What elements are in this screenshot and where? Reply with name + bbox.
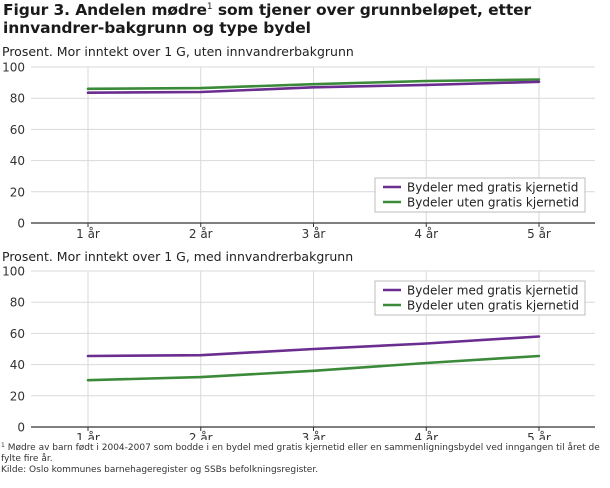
x-tick-label: 4 år: [414, 431, 438, 440]
y-tick-label: 80: [10, 92, 25, 106]
series-line-uten-gratis-kjernetid: [86, 78, 541, 91]
charts-canvas: Prosent. Mor inntekt over 1 G, uten innv…: [2, 44, 595, 440]
x-tick-label: 2 år: [189, 227, 213, 241]
x-tick-label: 1 år: [76, 227, 100, 241]
x-tick-label: 3 år: [302, 227, 326, 241]
y-tick-label: 40: [10, 358, 25, 372]
legend-label: Bydeler uten gratis kjernetid: [407, 195, 579, 209]
chart-title: Prosent. Mor inntekt over 1 G, uten innv…: [2, 44, 354, 59]
x-tick-label: 5 år: [527, 431, 551, 440]
figure-title-rest: som tjener over grunnbeløpet, etter innv…: [3, 1, 532, 37]
footnote-note: 1 Mødre av barn født i 2004-2007 som bod…: [1, 443, 605, 465]
y-tick-label: 80: [10, 296, 25, 310]
y-tick-label: 20: [10, 389, 25, 403]
x-tick-label: 5 år: [527, 227, 551, 241]
series-line-uten-gratis-kjernetid: [86, 354, 541, 382]
y-tick-label: 0: [17, 421, 25, 435]
y-tick-label: 40: [10, 154, 25, 168]
source-note: Kilde: Oslo kommunes barnehageregister o…: [1, 465, 319, 475]
chart-title: Prosent. Mor inntekt over 1 G, med innva…: [2, 249, 353, 264]
series-line-med-gratis-kjernetid: [86, 80, 541, 94]
footnote-marker: 1: [206, 2, 213, 12]
chart-panel-1: Prosent. Mor inntekt over 1 G, uten innv…: [2, 44, 595, 241]
y-tick-label: 100: [2, 61, 25, 75]
series-line-med-gratis-kjernetid: [86, 335, 541, 358]
legend-box: [374, 280, 586, 316]
y-tick-label: 60: [10, 327, 25, 341]
x-tick-label: 3 år: [302, 431, 326, 440]
footnote-note-text: Mødre av barn født i 2004-2007 som bodde…: [1, 443, 600, 464]
figure-title: Figur 3. Andelen mødre1 som tjener over …: [3, 1, 607, 37]
legend-label: Bydeler med gratis kjernetid: [407, 283, 578, 297]
y-tick-label: 100: [2, 265, 25, 279]
y-tick-label: 20: [10, 185, 25, 199]
footnote-note-marker: 1: [1, 442, 5, 449]
x-tick-label: 4 år: [414, 227, 438, 241]
legend-box: [374, 177, 586, 213]
chart-panel-2: Prosent. Mor inntekt over 1 G, med innva…: [2, 249, 595, 440]
legend-label: Bydeler uten gratis kjernetid: [407, 298, 579, 312]
y-tick-label: 60: [10, 123, 25, 137]
x-tick-label: 1 år: [76, 431, 100, 440]
legend-label: Bydeler med gratis kjernetid: [407, 180, 578, 194]
y-tick-label: 0: [17, 217, 25, 231]
figure-title-main: Figur 3. Andelen mødre: [3, 1, 207, 19]
x-tick-label: 2 år: [189, 431, 213, 440]
footnote: 1 Mødre av barn født i 2004-2007 som bod…: [1, 443, 605, 476]
